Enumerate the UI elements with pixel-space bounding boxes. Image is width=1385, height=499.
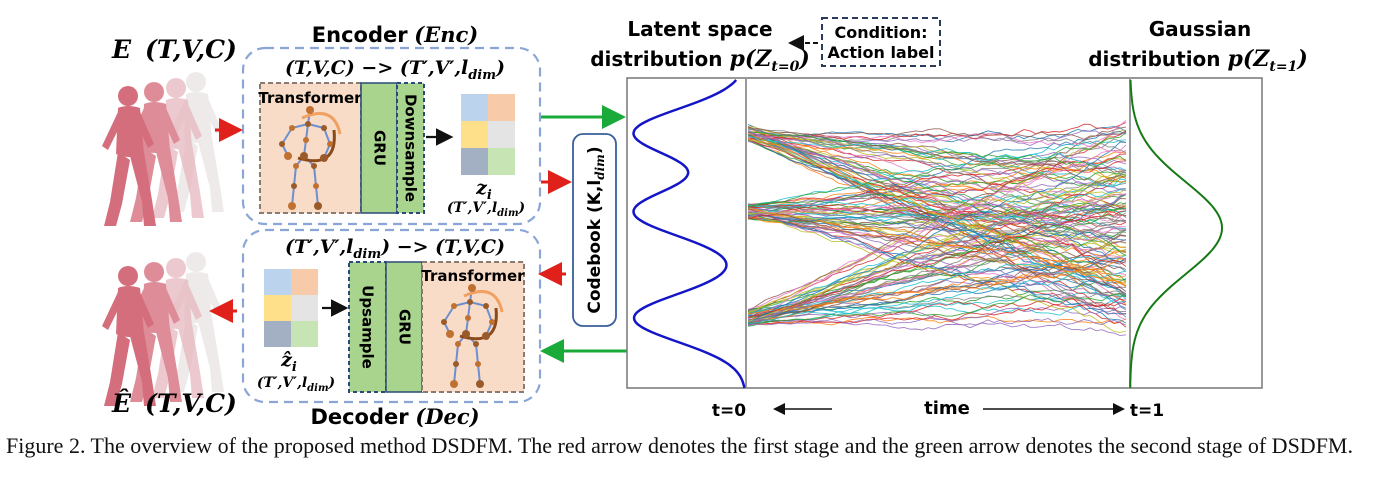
input-E-label: E (T,V,C) <box>111 35 237 64</box>
gaussian-distribution-curve <box>1129 79 1224 389</box>
codebook-box <box>572 133 617 327</box>
flow-plot-frame <box>626 77 1263 389</box>
encoder-z-shape: (T′,V′,ldim) <box>447 200 525 219</box>
encoder-transformer-block <box>259 82 362 214</box>
encoder-z-label: zi <box>475 177 492 203</box>
decoder-box <box>241 228 542 404</box>
condition-box <box>821 17 941 67</box>
decoder-title: Decoder (Dec) <box>310 404 479 429</box>
time-label: time <box>924 398 970 419</box>
latent-title-line1: Latent space <box>627 17 772 41</box>
decoder-z-label: ẑi <box>280 349 297 375</box>
encoder-latent-grid <box>461 94 515 175</box>
decoder-upsample-label: Upsample <box>359 285 377 369</box>
encoder-transformer-label: Transformer <box>258 89 362 107</box>
encoder-shape-label: (T,V,C) −> (T′,V′,ldim) <box>285 57 505 83</box>
output-motion-figures <box>102 252 224 406</box>
method-overview-diagram: E (T,V,C) Ê (T,V,C) Encoder (Enc) (T,V,C… <box>102 17 1308 429</box>
t0-label: t=0 <box>712 401 746 421</box>
latent-title-line2: distribution p(Zt=0) <box>590 46 810 75</box>
gaussian-title-line2: distribution p(Zt=1) <box>1088 46 1308 75</box>
encoder-gru-label: GRU <box>371 130 389 166</box>
decoder-transformer-label: Transformer <box>421 267 525 285</box>
decoder-transformer-block <box>421 261 525 393</box>
output-E-label: Ê (T,V,C) <box>111 389 237 418</box>
condition-label: Condition: <box>835 23 928 42</box>
decoder-shape-label: (T′,V′,ldim) −> (T,V,C) <box>285 236 505 262</box>
condition-value: Action label <box>827 43 934 62</box>
encoder-title: Encoder (Enc) <box>312 22 478 47</box>
gaussian-title-line1: Gaussian <box>1149 17 1252 41</box>
encoder-downsample-label: Downsample <box>402 94 420 202</box>
encoder-downsample-block <box>396 82 425 214</box>
decoder-latent-grid <box>264 269 318 347</box>
flow-trajectories <box>748 120 1127 337</box>
decoder-skeleton-icon <box>441 284 504 388</box>
decoder-z-shape: (T′,V′,ldim) <box>257 375 335 394</box>
t1-label: t=1 <box>1130 401 1164 421</box>
decoder-gru-label: GRU <box>396 309 414 345</box>
figure-caption: Figure 2. The overview of the proposed m… <box>6 433 1353 458</box>
encoder-skeleton-icon <box>279 106 342 210</box>
latent-distribution-curve <box>632 79 746 389</box>
encoder-gru-block <box>360 82 398 214</box>
decoder-gru-block <box>385 261 423 393</box>
codebook-label: Codebook (K,ldim) <box>585 146 607 313</box>
input-motion-figures <box>102 72 224 226</box>
encoder-box <box>241 46 542 226</box>
